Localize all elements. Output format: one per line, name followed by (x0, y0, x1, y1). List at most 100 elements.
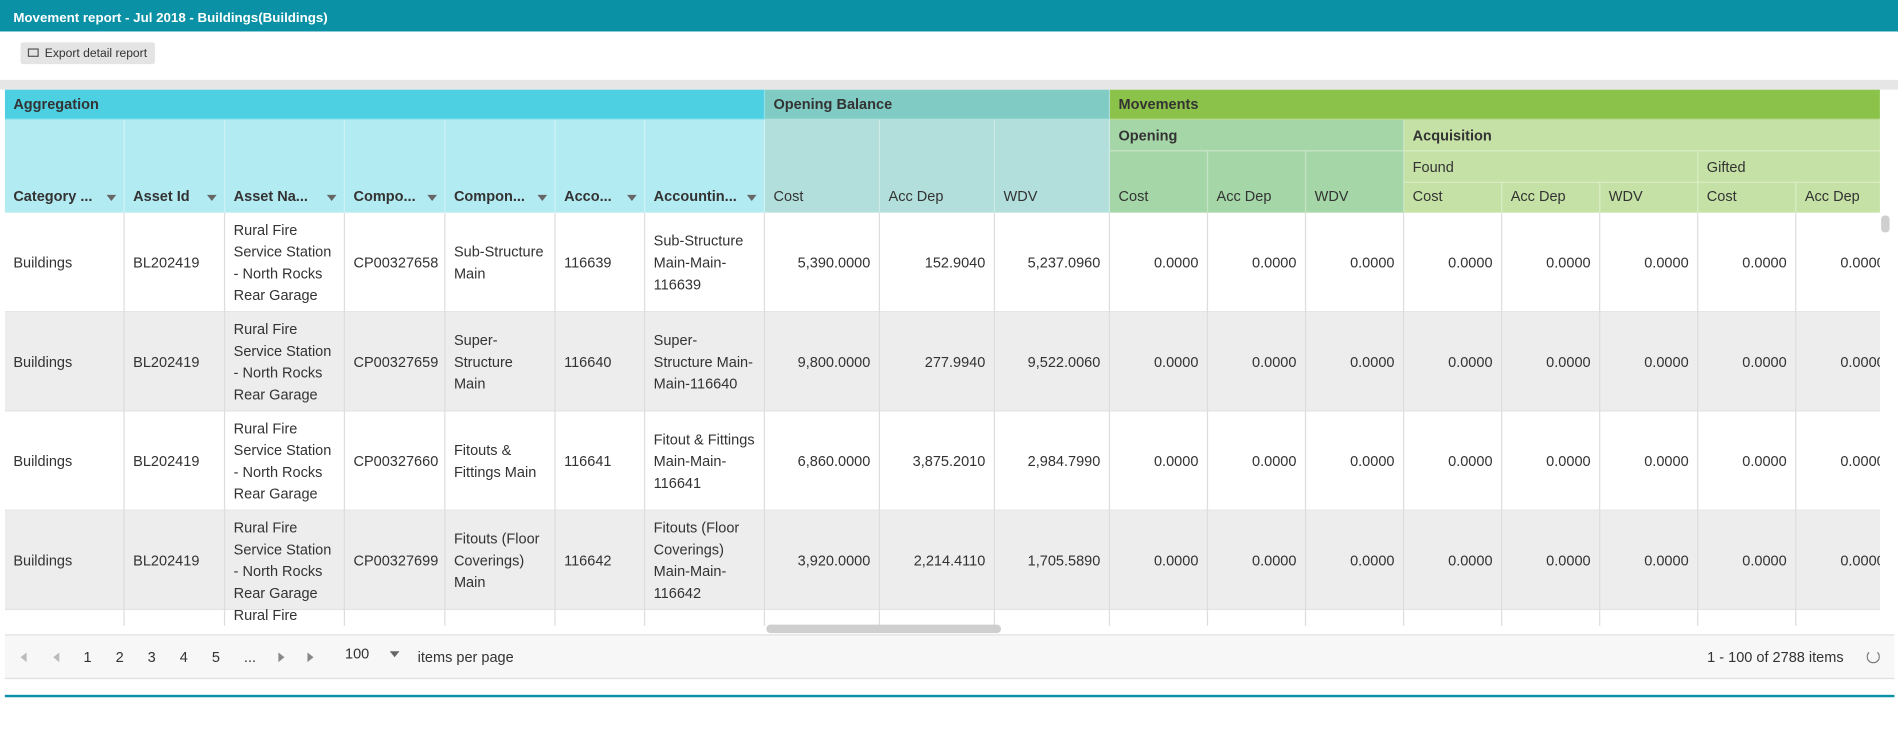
cell: 5,390.0000 (765, 213, 881, 313)
cell-border (1795, 610, 1797, 626)
cell: 0.0000 (1502, 411, 1601, 511)
column-label: Acc Dep (1510, 187, 1566, 205)
next-page[interactable] (278, 652, 285, 663)
column-header[interactable]: Compon... (445, 119, 556, 214)
cell-border (554, 610, 556, 626)
cell: 3,875.2010 (880, 411, 996, 511)
title-bar: Movement report - Jul 2018 - Buildings(B… (0, 0, 1898, 32)
cell: Buildings (5, 510, 125, 611)
cell: Rural Fire Service Station - North Rocks… (225, 510, 345, 611)
filter-icon[interactable] (106, 194, 117, 201)
cell: 2,214.4110 (880, 510, 996, 611)
group-header: Gifted (1698, 151, 1880, 183)
page-link[interactable]: 4 (179, 648, 188, 666)
row (4, 312, 1880, 412)
column-label: Asset Na... (233, 187, 308, 205)
filter-icon[interactable] (326, 194, 337, 201)
page-link[interactable]: ... (243, 648, 257, 666)
cell: 0.0000 (1208, 213, 1307, 313)
title: Movement report - Jul 2018 - Buildings(B… (13, 10, 328, 26)
cell: 0.0000 (1110, 510, 1209, 611)
column-header: Acc Dep (880, 119, 996, 214)
column-header: Acc Dep (1796, 182, 1880, 214)
refresh-button[interactable] (1866, 650, 1880, 664)
column-label: WDV (1003, 187, 1038, 205)
row (4, 610, 1880, 626)
column-label: Category ... (13, 187, 93, 205)
column-header[interactable]: Acco... (555, 119, 646, 214)
cell: 0.0000 (1600, 510, 1699, 611)
grid: Aggregation Opening Balance Movements Openi… (4, 89, 1880, 626)
cell: CP00327658 (345, 213, 446, 313)
cell: CP00327699 (345, 510, 446, 611)
row (4, 213, 1880, 313)
horizontal-scrollbar[interactable] (766, 624, 1002, 634)
pager: 100 items per page 1 - 100 of 2788 items… (4, 634, 1895, 680)
cell: 0.0000 (1796, 511, 1880, 610)
cell: BL202419 (125, 510, 226, 611)
column-label: Cost (1118, 187, 1149, 205)
column-header: Acc Dep (1502, 182, 1601, 214)
cell: BL202419 (125, 213, 226, 313)
column-header[interactable]: Accountin... (645, 119, 766, 214)
cell: 0.0000 (1306, 411, 1405, 511)
cell: 0.0000 (1600, 411, 1699, 511)
cell: 0.0000 (1796, 312, 1880, 411)
cell: Rural Fire Service Station - North Rocks… (225, 213, 345, 313)
cell: BL202419 (125, 312, 226, 412)
cell-border (1304, 610, 1307, 626)
column-header[interactable]: Asset Na... (225, 119, 345, 214)
cell: CP00327659 (345, 312, 446, 412)
cell: 3,920.0000 (765, 510, 881, 611)
group-header: Acquisition (1404, 119, 1880, 152)
cell: 0.0000 (1698, 510, 1797, 611)
column-label: Acc Dep (888, 187, 944, 205)
filter-icon[interactable] (206, 194, 217, 201)
export-button[interactable]: Export detail report (20, 42, 155, 65)
column-header: WDV (995, 119, 1111, 214)
page-size[interactable]: 100 (344, 645, 370, 663)
page-link[interactable]: 1 (83, 648, 92, 666)
cell: 1,705.5890 (995, 510, 1111, 611)
row (4, 510, 1880, 611)
group-header: Movements (1110, 89, 1880, 120)
filter-icon[interactable] (746, 194, 757, 201)
cell-border (343, 610, 345, 626)
footer-line (4, 694, 1895, 698)
first-page[interactable] (20, 652, 27, 663)
cell: 277.9940 (880, 312, 996, 412)
last-page[interactable] (307, 652, 314, 663)
column-label: WDV (1608, 187, 1643, 205)
page-link[interactable]: 2 (115, 648, 124, 666)
cell: Rural Fire Service Station - North Rocks… (225, 411, 345, 511)
cell: 116639 (556, 213, 646, 313)
prev-page[interactable] (53, 652, 60, 663)
vertical-scrollbar[interactable] (1881, 215, 1890, 233)
column-header: Acc Dep (1208, 151, 1307, 214)
cell: CP00327660 (345, 411, 446, 511)
group-header: Found (1404, 151, 1699, 183)
cell: 0.0000 (1208, 411, 1307, 511)
column-header[interactable]: Asset Id (124, 119, 226, 214)
page-link[interactable]: 3 (147, 648, 156, 666)
column-label: Asset Id (133, 187, 190, 205)
filter-icon[interactable] (537, 194, 548, 201)
cell: 2,984.7990 (995, 411, 1111, 511)
group-header: Opening (1110, 119, 1405, 152)
column-label: WDV (1314, 187, 1349, 205)
cell: 9,522.0060 (995, 312, 1111, 412)
cell: 0.0000 (1110, 312, 1209, 412)
cell: 0.0000 (1404, 213, 1503, 313)
column-header[interactable]: Category ... (4, 119, 125, 214)
page-size-arrow[interactable] (389, 651, 400, 658)
cell: 0.0000 (1110, 213, 1209, 313)
column-label: Cost (1412, 187, 1443, 205)
column-header[interactable]: Compo... (344, 119, 446, 214)
column-label: Compo... (353, 187, 416, 205)
column-label: Acco... (564, 187, 612, 205)
filter-icon[interactable] (627, 194, 637, 201)
separator (0, 79, 1898, 90)
filter-icon[interactable] (427, 194, 437, 201)
cell: Sub-Structure Main-Main-116639 (645, 213, 766, 313)
page-link[interactable]: 5 (211, 648, 220, 666)
